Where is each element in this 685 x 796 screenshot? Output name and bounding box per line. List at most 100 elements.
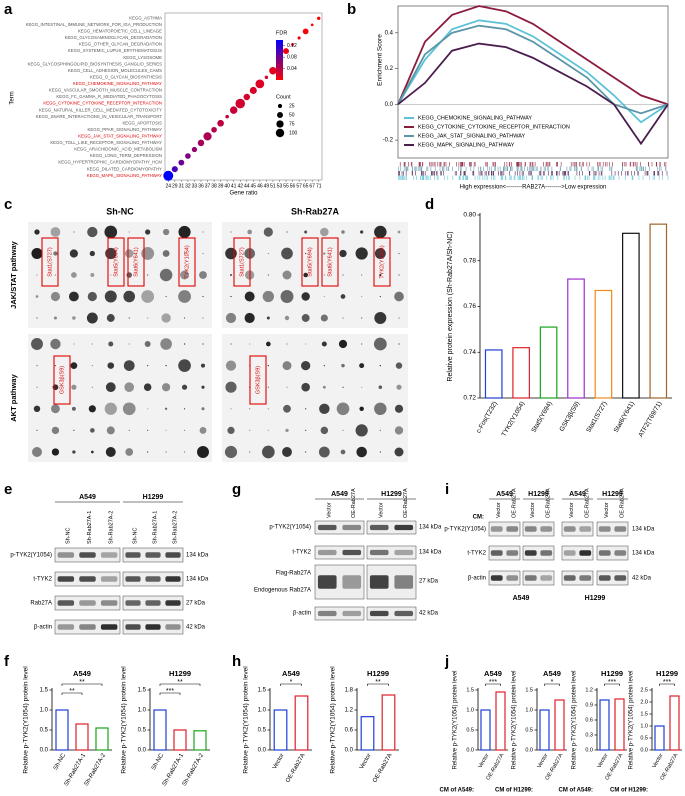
spot <box>394 404 404 413</box>
blot-frame <box>522 521 555 537</box>
box-label: Stat1(S727) <box>239 247 245 277</box>
hit-line <box>572 162 574 167</box>
sig-bracket <box>61 692 83 695</box>
box-label: Stat1(S727) <box>47 247 53 277</box>
hit-line <box>410 162 412 167</box>
spot <box>50 291 61 302</box>
hit-line <box>403 166 405 171</box>
hit-line <box>574 166 575 171</box>
spot <box>73 429 75 431</box>
x-tick-label: OE-Rab27A <box>285 753 306 784</box>
box-label: Stat5(Y694) <box>307 247 313 277</box>
bar <box>193 730 207 751</box>
lane-label: Sh-Rab27A-1 <box>152 511 158 544</box>
hit-line <box>460 162 461 167</box>
band <box>394 549 414 556</box>
spot <box>202 295 204 298</box>
spot <box>36 386 38 388</box>
hit-line <box>604 162 606 167</box>
band <box>579 526 592 532</box>
hit-line <box>491 171 492 176</box>
hit-line <box>470 162 472 167</box>
blot-frame <box>561 570 594 586</box>
highlight-box <box>321 237 339 287</box>
spot <box>73 343 75 345</box>
hit-line <box>400 166 402 171</box>
hit-line <box>466 175 468 180</box>
bar <box>649 223 668 399</box>
hit-line <box>576 171 578 176</box>
spot <box>202 231 204 233</box>
y-tick-label: 0.5 <box>258 728 267 734</box>
spot <box>180 270 190 280</box>
band <box>100 552 118 558</box>
spot <box>52 384 59 391</box>
term-label: KEGG_CELL_ADHESION_MOLECULES_CAMS <box>68 68 162 73</box>
sig-bracket <box>159 683 201 686</box>
spot <box>342 274 344 276</box>
spot <box>225 312 237 324</box>
spot <box>128 343 130 345</box>
spot <box>178 290 191 303</box>
hit-line <box>465 175 467 180</box>
spot <box>267 274 269 276</box>
hit-line <box>530 162 532 167</box>
hit-line <box>589 171 591 176</box>
sig-label: ** <box>177 679 183 686</box>
hit-line <box>509 162 511 167</box>
hit-line <box>591 166 593 171</box>
spot <box>107 362 115 369</box>
spot <box>91 365 93 367</box>
legend-label: KEGG_JAK_STAT_SIGNALING_PATHWAY <box>418 133 526 139</box>
hit-line <box>542 171 544 176</box>
size-label: 42 kDa <box>632 576 652 582</box>
spot <box>249 343 251 345</box>
hit-line <box>411 162 413 167</box>
x-tick-label: Vector <box>272 753 286 771</box>
hit-line <box>639 166 641 171</box>
spot <box>359 363 365 369</box>
hit-line <box>443 166 445 171</box>
hit-line <box>443 162 445 167</box>
spot <box>147 451 149 453</box>
hit-line <box>581 162 583 167</box>
x-tick-label: 65 <box>303 183 309 189</box>
hit-line <box>546 175 548 180</box>
term-label: KEGG_MAPK_SIGNALING_PATHWAY <box>87 173 162 178</box>
blot-frame <box>54 595 121 611</box>
hit-line <box>570 162 572 167</box>
x-tick-label: 71 <box>316 183 322 189</box>
dot <box>264 75 269 79</box>
cell-line-label: A549 <box>79 494 96 501</box>
hit-line <box>636 162 638 167</box>
spot <box>178 225 191 239</box>
protein-label: p-TYK2(Y1054) <box>10 553 52 559</box>
highlight-box <box>41 237 59 287</box>
y-tick-label: 0.3 <box>585 732 593 738</box>
y-tick-label: 1.2 <box>585 687 593 693</box>
hit-line <box>521 166 523 171</box>
x-tick-label: 53 <box>277 183 283 189</box>
sig-label: ** <box>79 679 85 686</box>
spot <box>322 385 326 389</box>
cm-label: CM of H1299: <box>610 788 648 794</box>
y-tick-label: 1.0 <box>525 707 533 713</box>
dot <box>197 139 205 147</box>
hit-line <box>529 166 531 171</box>
band <box>342 610 362 617</box>
y-tick-label: 0.0 <box>525 747 533 753</box>
hit-line <box>521 171 523 176</box>
protein-label: β-actin <box>34 625 52 631</box>
spot <box>199 271 207 279</box>
hit-line <box>487 162 489 167</box>
spot <box>225 381 237 393</box>
legend-dot <box>276 120 284 128</box>
hit-line <box>597 166 599 171</box>
spot <box>374 225 387 239</box>
band <box>317 549 337 556</box>
y-axis-label: Term <box>10 91 16 104</box>
hit-line <box>649 166 650 171</box>
hit-line <box>437 175 439 180</box>
dot <box>191 146 198 153</box>
band <box>394 524 414 531</box>
